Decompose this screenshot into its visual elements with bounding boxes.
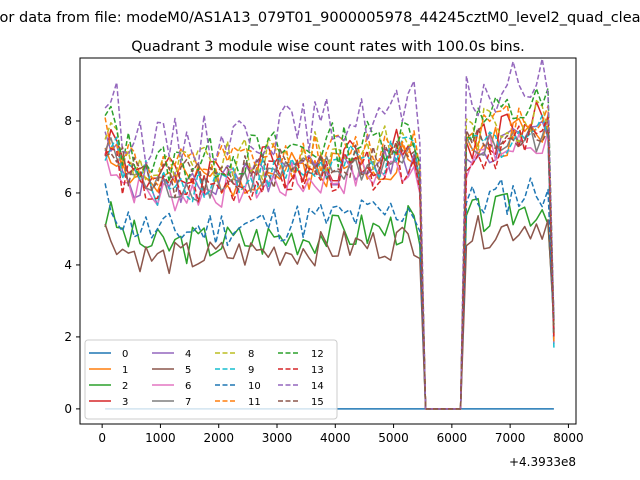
x-tick-label: 4000 xyxy=(320,431,351,445)
figure-suptitle: Plot for data from file: modeM0/AS1A13_0… xyxy=(0,10,640,26)
legend-label: 12 xyxy=(311,349,324,360)
series-line-14 xyxy=(104,58,555,410)
legend-label: 15 xyxy=(311,397,324,408)
x-tick-label: 0 xyxy=(98,431,106,445)
legend-label: 2 xyxy=(122,381,128,392)
legend-label: 0 xyxy=(122,349,128,360)
x-tick-label: 6000 xyxy=(437,431,468,445)
legend-label: 1 xyxy=(122,365,128,376)
legend-label: 7 xyxy=(185,397,191,408)
x-tick-label: 2000 xyxy=(203,431,234,445)
legend-label: 4 xyxy=(185,349,191,360)
x-tick-label: 1000 xyxy=(145,431,176,445)
legend-label: 5 xyxy=(185,365,191,376)
y-axis: 0 2 4 6 8 xyxy=(64,114,80,416)
legend-frame xyxy=(84,339,338,420)
legend-label: 8 xyxy=(248,349,254,360)
y-tick-label: 6 xyxy=(64,186,72,200)
y-tick-label: 4 xyxy=(64,258,72,272)
legend-label: 9 xyxy=(248,365,254,376)
x-tick-label: 8000 xyxy=(553,431,584,445)
series-line-15 xyxy=(104,125,555,410)
series-line-7 xyxy=(104,117,555,410)
legend-label: 6 xyxy=(185,381,191,392)
x-offset-label: +4.3933e8 xyxy=(509,455,576,469)
axes-frame xyxy=(79,57,577,425)
legend-label: 14 xyxy=(311,381,324,392)
series-line-5 xyxy=(104,214,555,410)
y-tick-label: 2 xyxy=(64,330,72,344)
x-tick-label: 3000 xyxy=(262,431,293,445)
x-tick-label: 5000 xyxy=(378,431,409,445)
axes-title: Quadrant 3 module wise count rates with … xyxy=(131,39,525,55)
series-line-10 xyxy=(104,177,555,410)
series-layer xyxy=(104,58,555,410)
y-tick-label: 8 xyxy=(64,114,72,128)
series-line-9 xyxy=(104,114,555,410)
y-tick-label: 0 xyxy=(64,402,72,416)
legend-label: 10 xyxy=(248,381,261,392)
legend-label: 3 xyxy=(122,397,128,408)
legend-label: 11 xyxy=(248,397,261,408)
legend-label: 13 xyxy=(311,365,324,376)
x-tick-label: 7000 xyxy=(495,431,526,445)
x-axis: 0 1000 2000 3000 4000 5000 6000 7000 8000 xyxy=(98,424,584,445)
